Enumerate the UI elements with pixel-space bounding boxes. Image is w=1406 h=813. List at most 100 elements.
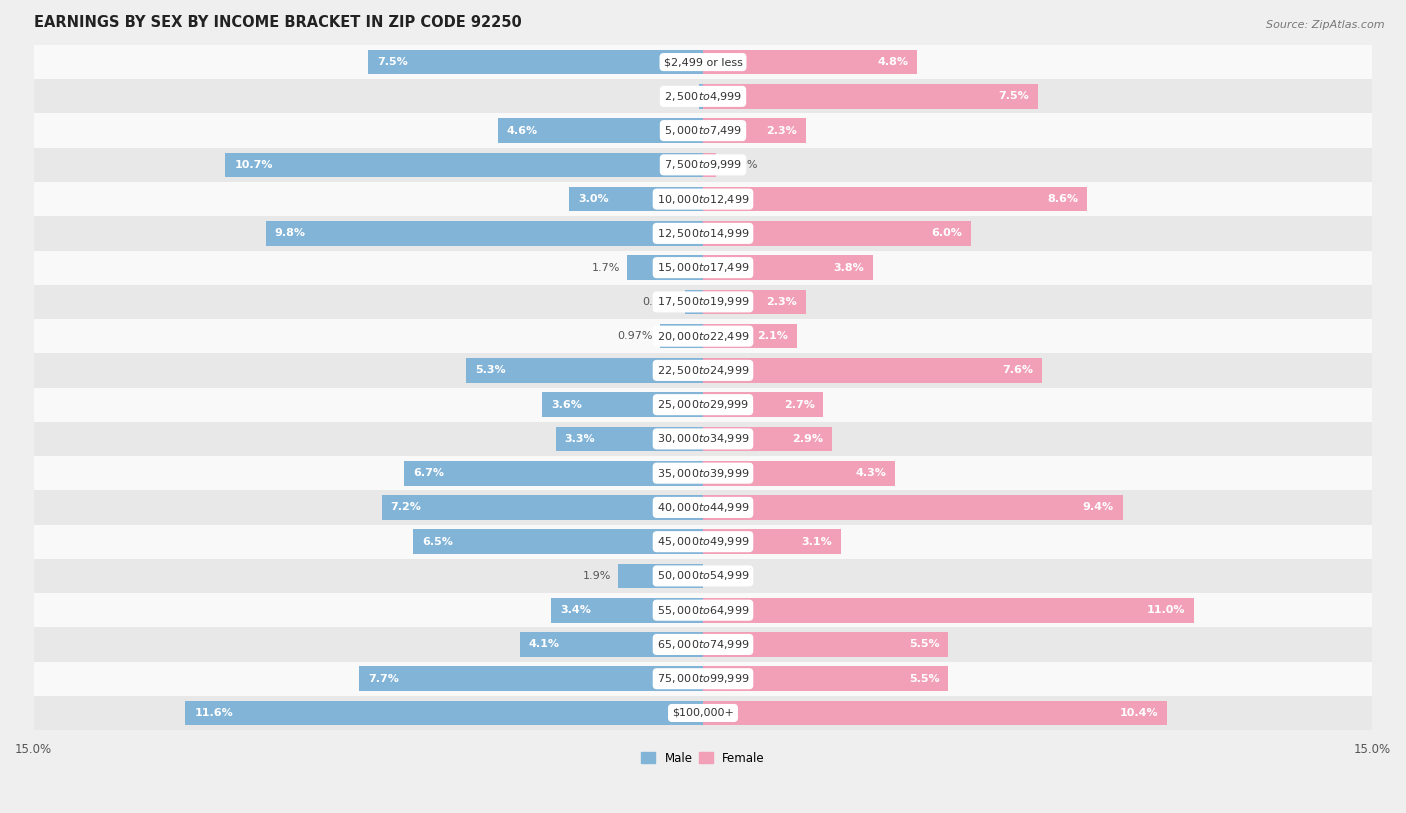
Text: $100,000+: $100,000+	[672, 708, 734, 718]
Bar	[627, 255, 703, 280]
Bar	[34, 216, 1372, 250]
Bar	[703, 393, 824, 417]
Text: 2.1%: 2.1%	[756, 331, 787, 341]
Bar	[703, 153, 716, 177]
Text: 0.41%: 0.41%	[643, 297, 678, 307]
Bar	[703, 529, 841, 554]
Text: $2,499 or less: $2,499 or less	[664, 57, 742, 67]
Bar	[467, 358, 703, 383]
Bar	[34, 45, 1372, 79]
Bar	[34, 490, 1372, 524]
Bar	[34, 250, 1372, 285]
Bar	[381, 495, 703, 520]
Text: 2.3%: 2.3%	[766, 125, 797, 136]
Text: 11.6%: 11.6%	[194, 708, 233, 718]
Bar	[34, 593, 1372, 628]
Text: 7.5%: 7.5%	[377, 57, 408, 67]
Text: $10,000 to $12,499: $10,000 to $12,499	[657, 193, 749, 206]
Text: 0.1%: 0.1%	[664, 91, 692, 102]
Bar	[703, 701, 1167, 725]
Bar	[703, 461, 894, 485]
Bar	[404, 461, 703, 485]
Bar	[699, 84, 703, 109]
Text: $25,000 to $29,999: $25,000 to $29,999	[657, 398, 749, 411]
Bar	[703, 118, 806, 143]
Bar	[34, 422, 1372, 456]
Text: 1.7%: 1.7%	[592, 263, 620, 272]
Bar	[659, 324, 703, 349]
Bar	[703, 255, 873, 280]
Bar	[34, 182, 1372, 216]
Bar	[551, 598, 703, 623]
Text: 6.0%: 6.0%	[931, 228, 962, 238]
Text: Source: ZipAtlas.com: Source: ZipAtlas.com	[1267, 20, 1385, 30]
Bar	[703, 84, 1038, 109]
Text: 4.3%: 4.3%	[855, 468, 886, 478]
Bar	[360, 667, 703, 691]
Bar	[34, 285, 1372, 319]
Text: 2.7%: 2.7%	[783, 400, 814, 410]
Bar	[34, 559, 1372, 593]
Text: 2.3%: 2.3%	[766, 297, 797, 307]
Text: $65,000 to $74,999: $65,000 to $74,999	[657, 638, 749, 651]
Bar	[34, 456, 1372, 490]
Text: 7.5%: 7.5%	[998, 91, 1029, 102]
Bar	[225, 153, 703, 177]
Text: 5.5%: 5.5%	[908, 640, 939, 650]
Bar	[685, 289, 703, 314]
Text: $12,500 to $14,999: $12,500 to $14,999	[657, 227, 749, 240]
Text: 5.5%: 5.5%	[908, 674, 939, 684]
Text: 0.29%: 0.29%	[723, 160, 758, 170]
Bar	[34, 354, 1372, 388]
Bar	[34, 524, 1372, 559]
Text: 3.0%: 3.0%	[578, 194, 609, 204]
Text: $17,500 to $19,999: $17,500 to $19,999	[657, 295, 749, 308]
Bar	[543, 393, 703, 417]
Text: 6.5%: 6.5%	[422, 537, 453, 546]
Text: 0.97%: 0.97%	[617, 331, 652, 341]
Text: $45,000 to $49,999: $45,000 to $49,999	[657, 535, 749, 548]
Bar	[703, 50, 917, 75]
Bar	[703, 633, 949, 657]
Text: 3.4%: 3.4%	[560, 605, 591, 615]
Text: $5,000 to $7,499: $5,000 to $7,499	[664, 124, 742, 137]
Bar	[34, 696, 1372, 730]
Text: 3.3%: 3.3%	[565, 434, 595, 444]
Text: 7.2%: 7.2%	[391, 502, 422, 512]
Text: $50,000 to $54,999: $50,000 to $54,999	[657, 569, 749, 582]
Bar	[186, 701, 703, 725]
Text: $40,000 to $44,999: $40,000 to $44,999	[657, 501, 749, 514]
Text: $20,000 to $22,499: $20,000 to $22,499	[657, 329, 749, 342]
Text: EARNINGS BY SEX BY INCOME BRACKET IN ZIP CODE 92250: EARNINGS BY SEX BY INCOME BRACKET IN ZIP…	[34, 15, 522, 30]
Bar	[703, 427, 832, 451]
Bar	[703, 221, 970, 246]
Legend: Male, Female: Male, Female	[637, 747, 769, 769]
Bar	[703, 324, 797, 349]
Bar	[703, 598, 1194, 623]
Text: 4.6%: 4.6%	[506, 125, 537, 136]
Text: 9.8%: 9.8%	[274, 228, 305, 238]
Text: $30,000 to $34,999: $30,000 to $34,999	[657, 433, 749, 446]
Text: $7,500 to $9,999: $7,500 to $9,999	[664, 159, 742, 172]
Text: 2.9%: 2.9%	[793, 434, 824, 444]
Bar	[34, 79, 1372, 114]
Text: 4.8%: 4.8%	[877, 57, 908, 67]
Bar	[569, 187, 703, 211]
Text: $2,500 to $4,999: $2,500 to $4,999	[664, 90, 742, 103]
Text: 1.9%: 1.9%	[583, 571, 612, 581]
Text: 8.6%: 8.6%	[1047, 194, 1078, 204]
Text: 10.7%: 10.7%	[235, 160, 273, 170]
Text: 10.4%: 10.4%	[1119, 708, 1159, 718]
Bar	[413, 529, 703, 554]
Text: $75,000 to $99,999: $75,000 to $99,999	[657, 672, 749, 685]
Text: 11.0%: 11.0%	[1146, 605, 1185, 615]
Text: 9.4%: 9.4%	[1083, 502, 1114, 512]
Text: 4.1%: 4.1%	[529, 640, 560, 650]
Bar	[619, 563, 703, 589]
Bar	[498, 118, 703, 143]
Text: 3.1%: 3.1%	[801, 537, 832, 546]
Bar	[703, 358, 1042, 383]
Bar	[34, 148, 1372, 182]
Text: 7.6%: 7.6%	[1002, 365, 1033, 376]
Text: $55,000 to $64,999: $55,000 to $64,999	[657, 604, 749, 617]
